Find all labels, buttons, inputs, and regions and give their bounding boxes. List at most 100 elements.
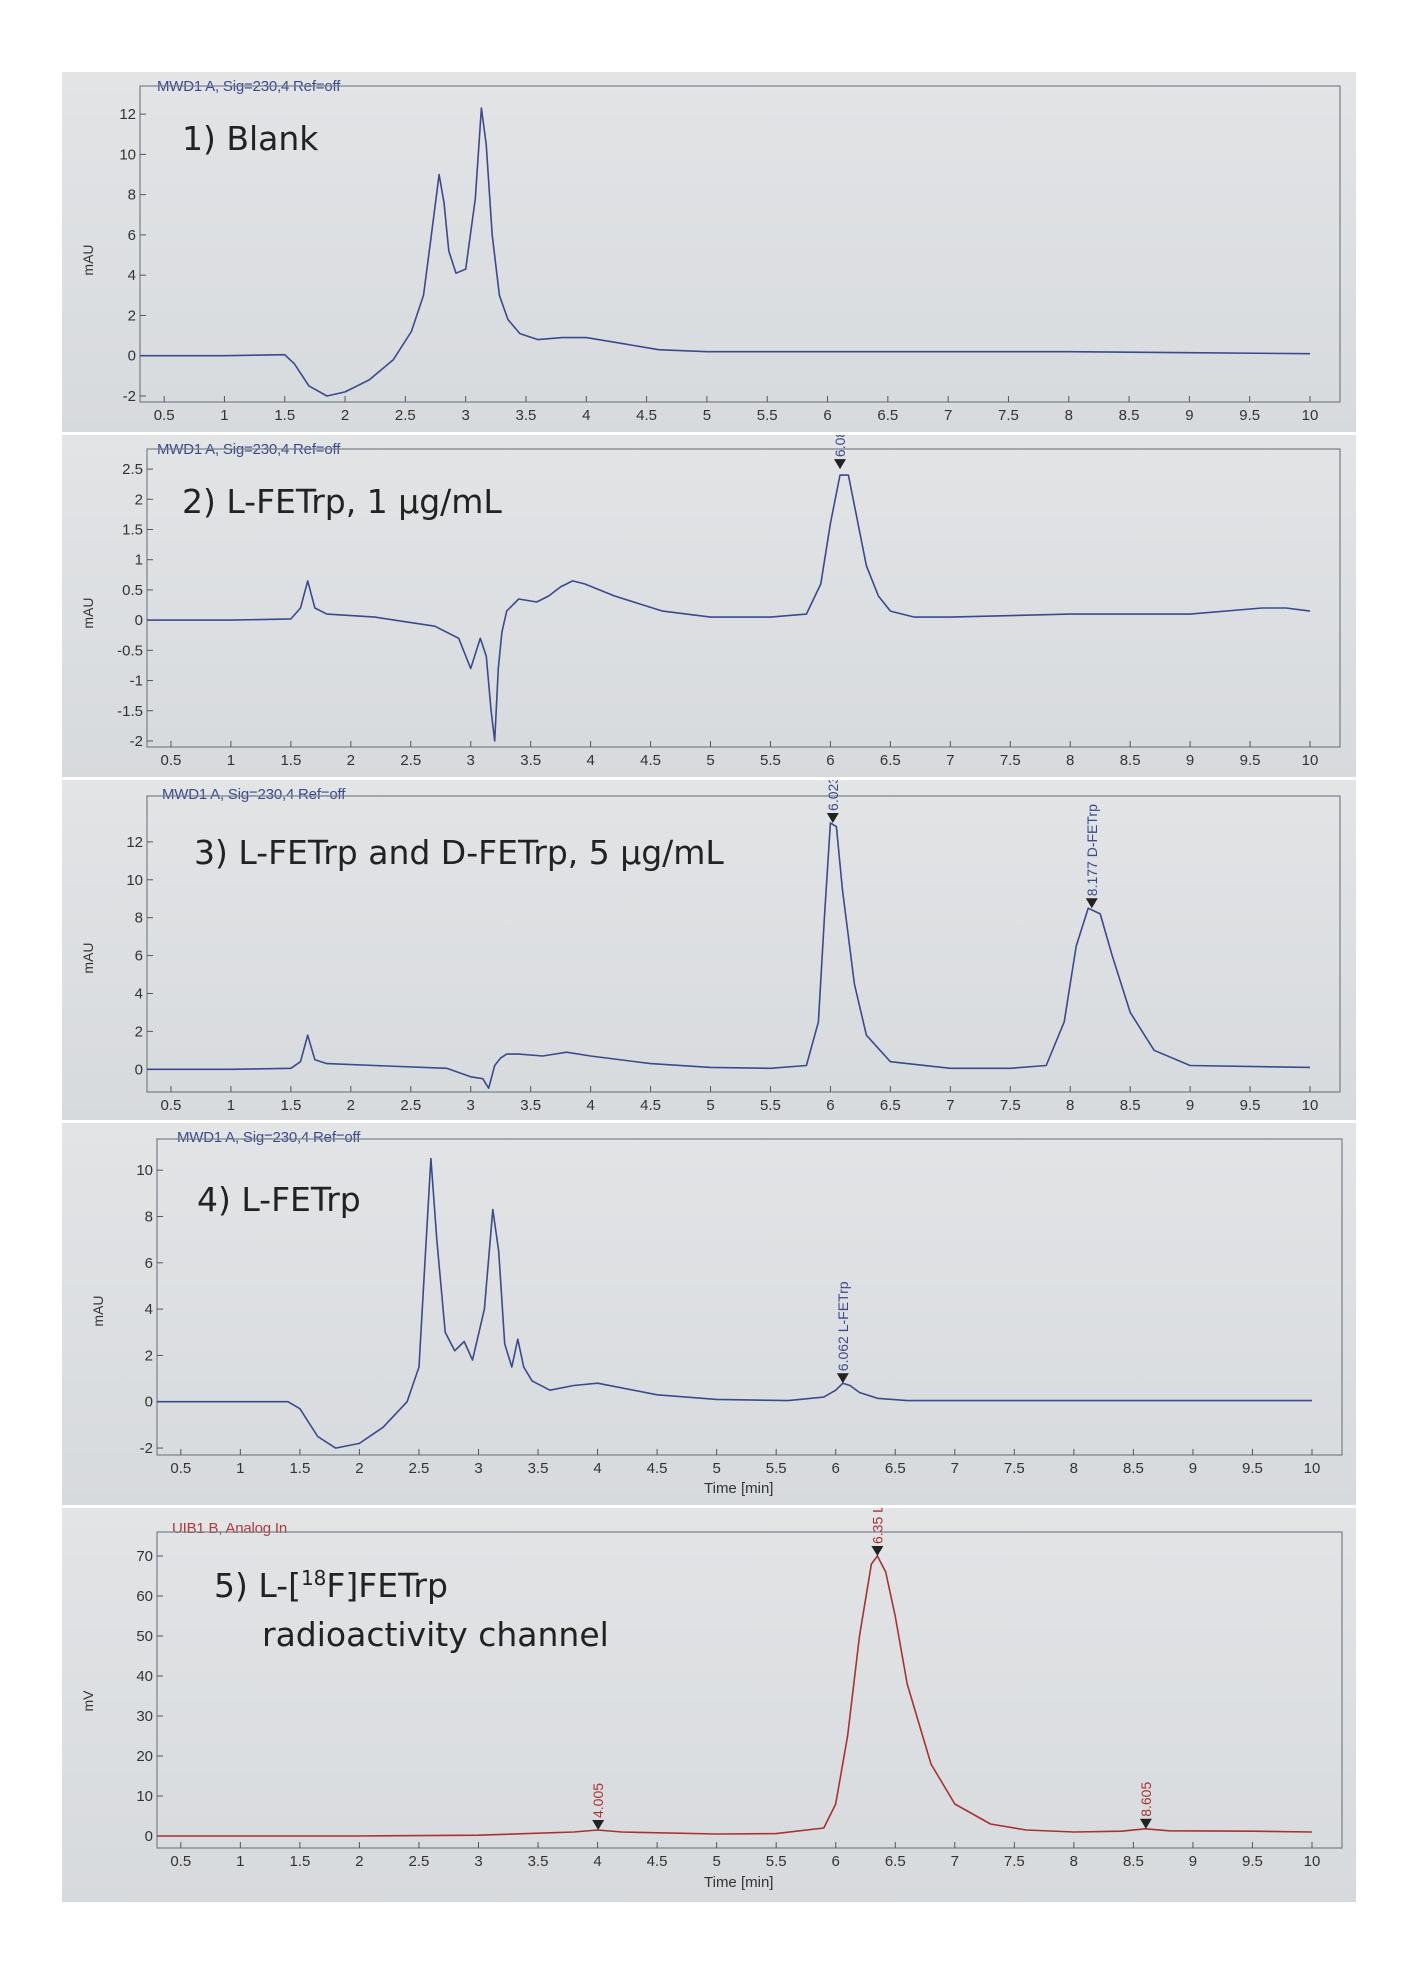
x-tick-label: 9.5 [1240, 1097, 1261, 1114]
peak-label: 4.005 [590, 1783, 606, 1818]
x-tick-label: 9 [1189, 1460, 1197, 1477]
x-tick-label: 4.5 [636, 407, 657, 424]
y-tick-label: 4 [135, 985, 143, 1002]
x-tick-label: 4 [582, 407, 590, 424]
y-tick-label: 1 [135, 552, 143, 569]
x-tick-label: 6 [826, 752, 834, 769]
signal-label: MWD1 A, Sig=230,4 Ref=off [162, 786, 346, 803]
series-line [157, 1555, 1313, 1837]
panel-title: 1) Blank [182, 119, 319, 158]
series-line [147, 822, 1311, 1090]
y-tick-label: 8 [128, 187, 136, 204]
x-tick-label: 5.5 [760, 1097, 781, 1114]
peak-label: 6.081 L-FETrp [832, 435, 848, 457]
x-tick-label: 4.5 [640, 752, 661, 769]
y-tick-label: 0 [135, 612, 143, 629]
y-tick-label: 60 [136, 1588, 153, 1605]
x-tick-label: 3 [467, 752, 475, 769]
y-tick-label: 10 [136, 1788, 153, 1805]
y-tick-label: 0 [145, 1394, 153, 1411]
x-tick-label: 4.5 [640, 1097, 661, 1114]
x-tick-label: 2.5 [409, 1460, 430, 1477]
peak-label: 6.35 L-[18F]-FETrp [869, 1508, 885, 1544]
peak-marker [826, 812, 839, 823]
chart-panel-4: MWD1 A, Sig=230,4 Ref=off 4) L-FETrp mAU… [62, 1123, 1356, 1508]
peak-marker [592, 1820, 605, 1830]
y-tick-label: 10 [119, 146, 136, 163]
x-tick-label: 9.5 [1239, 407, 1260, 424]
y-tick-label: 6 [145, 1255, 153, 1272]
x-tick-label: 5 [706, 1097, 714, 1114]
peak-label: 8.177 D-FETrp [1084, 804, 1100, 896]
x-tick-label: 1.5 [289, 1853, 310, 1870]
chromatogram-plot: -2 0 2 4 6 8 10 0.5 1 1.5 2 2.5 3 3.5 4 4.5 5 5.5 6 6.5 7 7.5… [136, 1138, 1343, 1477]
x-tick-label: 4.5 [647, 1853, 668, 1870]
y-tick-label: -0.5 [117, 642, 143, 659]
x-tick-label: 1 [236, 1853, 244, 1870]
x-tick-label: 2.5 [400, 1097, 421, 1114]
x-tick-label: 5.5 [766, 1853, 787, 1870]
x-tick-label: 1 [236, 1460, 244, 1477]
x-tick-label: 7 [944, 407, 952, 424]
x-tick-label: 3.5 [528, 1853, 549, 1870]
panel-title: 4) L-FETrp [197, 1180, 361, 1219]
x-tick-label: 9.5 [1240, 752, 1261, 769]
y-tick-label: -1 [130, 673, 143, 690]
x-tick-label: 9 [1189, 1853, 1197, 1870]
x-tick-label: 8 [1065, 407, 1073, 424]
chart-panel-2: MWD1 A, Sig=230,4 Ref=off 2) L-FETrp, 1 … [62, 435, 1356, 780]
peak-label: 8.605 [1138, 1782, 1154, 1817]
x-tick-label: 1.5 [274, 407, 295, 424]
plot-frame [156, 1138, 1343, 1456]
x-tick-label: 0.5 [161, 752, 182, 769]
y-tick-label: 8 [145, 1208, 153, 1225]
x-tick-label: 7 [951, 1460, 959, 1477]
x-tick-label: 2 [347, 1097, 355, 1114]
x-tick-label: 3.5 [520, 752, 541, 769]
chart-panel-5: UIB1 B, Analog In 5) L-[18F]FETrp radioa… [62, 1508, 1356, 1902]
x-axis-label: Time [min] [704, 1480, 774, 1497]
x-tick-label: 1 [227, 1097, 235, 1114]
y-tick-label: 12 [119, 106, 136, 123]
x-axis-label: Time [min] [704, 1874, 774, 1891]
y-tick-label: 10 [126, 872, 143, 889]
y-tick-label: 8 [135, 910, 143, 927]
x-tick-label: 9 [1185, 407, 1193, 424]
x-tick-label: 0.5 [154, 407, 175, 424]
x-tick-label: 7.5 [1000, 752, 1021, 769]
x-tick-label: 10 [1302, 407, 1319, 424]
y-tick-label: 0.5 [122, 582, 143, 599]
x-tick-label: 10 [1302, 752, 1319, 769]
x-tick-label: 7 [946, 752, 954, 769]
x-tick-label: 6.5 [885, 1460, 906, 1477]
plot-frame [139, 85, 1341, 403]
x-tick-label: 1 [227, 752, 235, 769]
x-tick-label: 9 [1186, 1097, 1194, 1114]
x-tick-label: 6 [832, 1460, 840, 1477]
y-tick-label: 2 [128, 307, 136, 324]
y-tick-label: 4 [128, 267, 136, 284]
x-tick-label: 2.5 [395, 407, 416, 424]
x-tick-label: 3.5 [516, 407, 537, 424]
y-tick-label: 30 [136, 1708, 153, 1725]
x-tick-label: 10 [1302, 1097, 1319, 1114]
x-tick-label: 4.5 [647, 1460, 668, 1477]
panel-title: 3) L-FETrp and D-FETrp, 5 µg/mL [194, 833, 724, 872]
y-tick-label: 4 [145, 1301, 153, 1318]
x-tick-label: 0.5 [170, 1460, 191, 1477]
y-tick-label: 2 [135, 491, 143, 508]
y-tick-label: 10 [136, 1162, 153, 1179]
peak-marker [1139, 1818, 1152, 1829]
x-tick-label: 9.5 [1242, 1853, 1263, 1870]
x-tick-label: 4 [593, 1460, 601, 1477]
chromatogram-plot: 0 10 20 30 40 50 60 70 0.5 1 1.5 2 2.5 3 3.5 4 4.5 5 5.5 6 6… [136, 1508, 1343, 1870]
x-tick-label: 7.5 [1000, 1097, 1021, 1114]
x-tick-label: 5 [703, 407, 711, 424]
plot-frame [156, 1531, 1343, 1849]
x-tick-label: 2 [355, 1853, 363, 1870]
panel-title: 5) L-[18F]FETrp [214, 1568, 448, 1602]
x-tick-label: 2 [347, 752, 355, 769]
chart-panel-1: MWD1 A, Sig=230,4 Ref=off 1) Blank mAU -… [62, 72, 1356, 435]
x-tick-label: 5.5 [760, 752, 781, 769]
x-tick-label: 7.5 [998, 407, 1019, 424]
